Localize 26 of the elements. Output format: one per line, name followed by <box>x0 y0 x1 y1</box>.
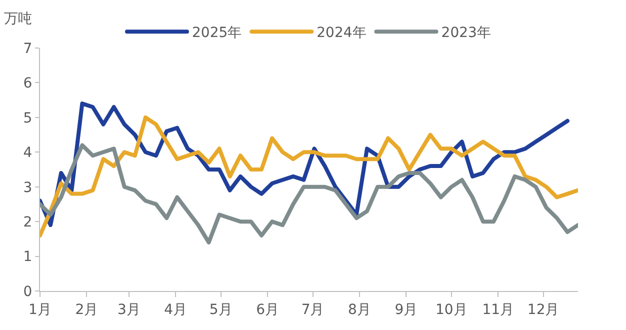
y-tick-label: 6 <box>23 76 32 92</box>
x-tick-label: 8月 <box>348 302 371 318</box>
legend-label: 2024年 <box>316 25 366 42</box>
y-tick-label: 1 <box>23 249 32 266</box>
legend-label: 2023年 <box>441 25 491 42</box>
x-tick-label: 3月 <box>117 302 140 318</box>
x-tick-label: 5月 <box>209 302 232 318</box>
y-tick-label: 4 <box>23 145 32 162</box>
x-tick-label: 6月 <box>256 302 280 318</box>
y-tick-label: 2 <box>23 214 32 230</box>
legend-label: 2025年 <box>192 25 242 42</box>
y-tick-label: 5 <box>23 110 32 126</box>
x-tick-label: 2月 <box>75 302 98 318</box>
x-tick-label: 1月 <box>28 302 52 318</box>
x-tick-label: 10月 <box>435 302 468 318</box>
x-tick-label: 9月 <box>394 302 418 318</box>
y-axis-title: 万吨 <box>4 11 32 27</box>
x-tick-label: 7月 <box>301 302 324 318</box>
x-tick-label: 11月 <box>482 302 514 318</box>
y-tick-label: 0 <box>23 284 32 300</box>
y-tick-label: 7 <box>23 40 32 57</box>
x-tick-label: 12月 <box>527 302 560 318</box>
y-tick-label: 3 <box>23 180 32 196</box>
line-series <box>40 115 578 238</box>
x-tick-label: 4月 <box>164 302 188 318</box>
line-series <box>40 143 578 244</box>
